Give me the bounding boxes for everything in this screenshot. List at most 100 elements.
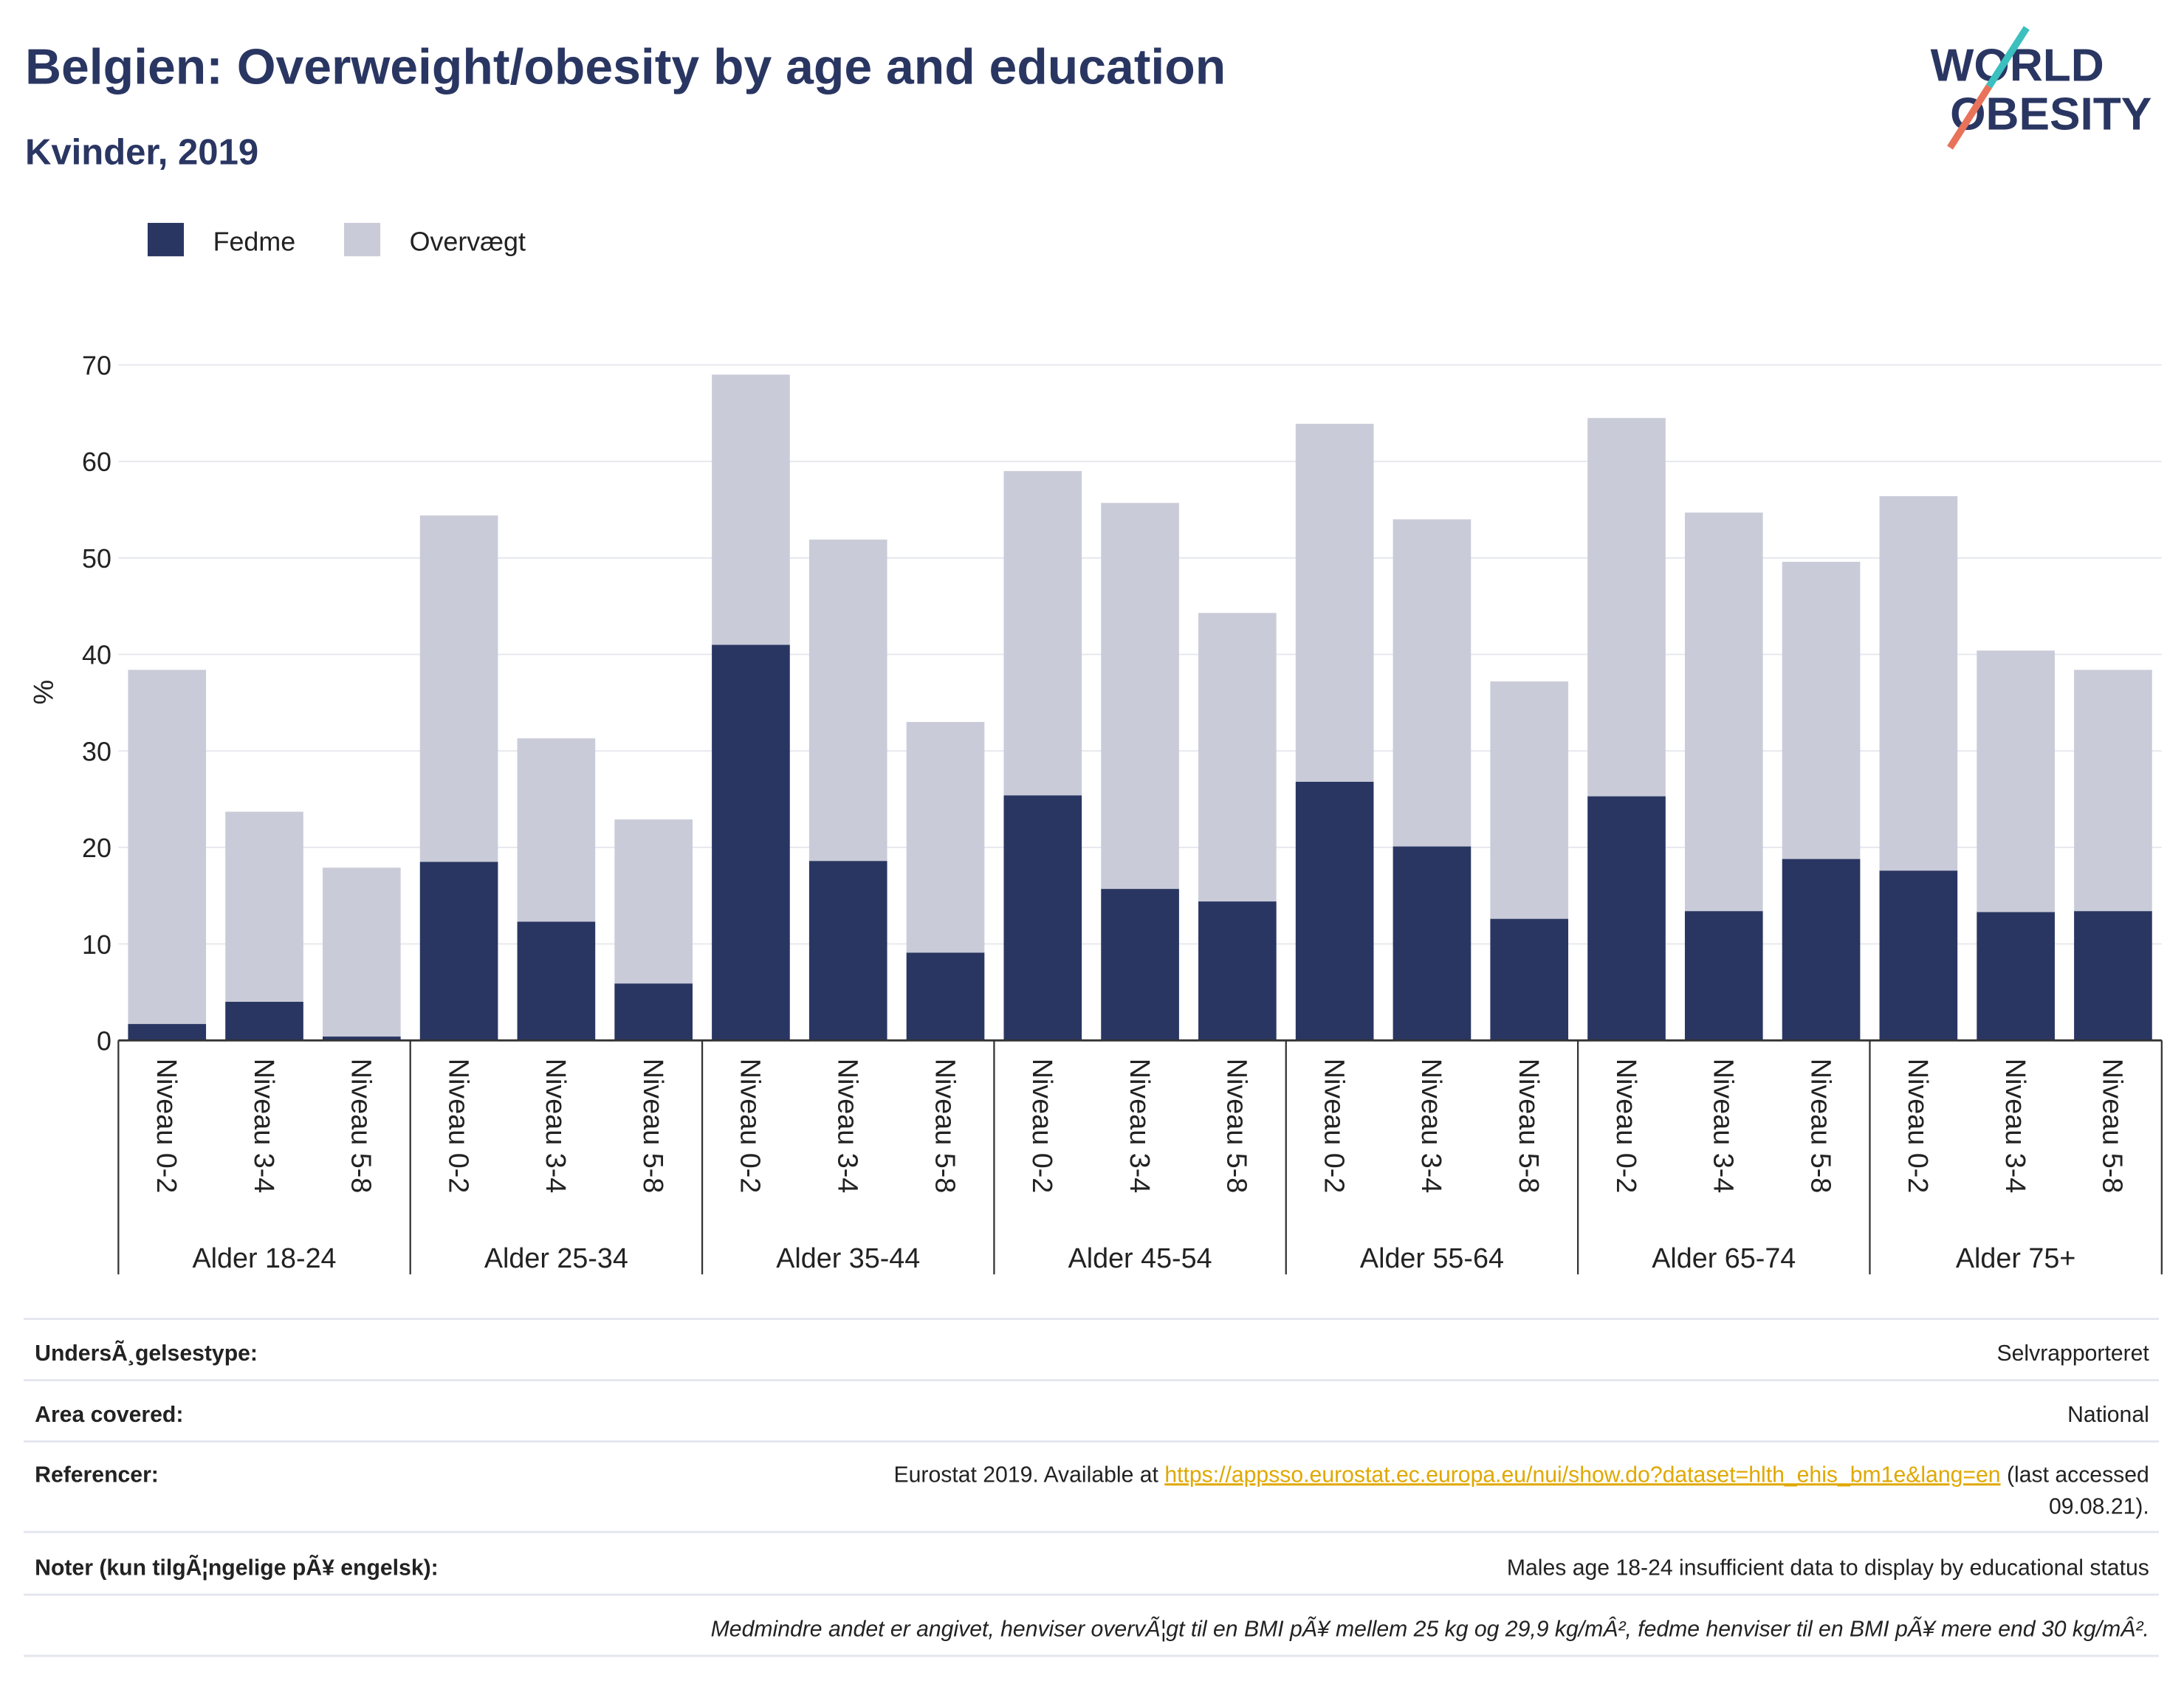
x-tick-label: Niveau 0-2 — [735, 1059, 766, 1193]
y-tick-label: 40 — [82, 641, 111, 670]
footer-value: 09.08.21). — [2049, 1495, 2149, 1519]
bar-segment — [225, 811, 303, 1002]
x-tick-label: Niveau 5-8 — [638, 1059, 669, 1193]
x-tick-label: Niveau 5-8 — [1805, 1059, 1836, 1193]
bar-segment — [1782, 859, 1861, 1041]
bar-segment — [517, 738, 596, 922]
footer-label: Referencer: — [35, 1462, 159, 1487]
group-label: Alder 35-44 — [776, 1242, 920, 1273]
bar-segment — [1587, 796, 1666, 1041]
bar-segment — [1393, 846, 1472, 1041]
y-tick-label: 30 — [82, 737, 111, 766]
legend-label: Overvægt — [410, 227, 526, 257]
bar-segment — [906, 952, 985, 1041]
group-label: Alder 18-24 — [193, 1242, 337, 1273]
y-tick-label: 50 — [82, 544, 111, 574]
x-tick-label: Niveau 5-8 — [1514, 1059, 1545, 1193]
x-tick-label: Niveau 5-8 — [2098, 1059, 2129, 1193]
footer-value: Males age 18-24 insufficient data to dis… — [1507, 1556, 2149, 1581]
x-tick-label: Niveau 3-4 — [1124, 1059, 1155, 1193]
group-label: Alder 55-64 — [1360, 1242, 1504, 1273]
bar-segment — [1003, 795, 1082, 1041]
bar-segment — [1782, 561, 1861, 859]
x-tick-label: Niveau 0-2 — [1611, 1059, 1642, 1193]
x-tick-label: Niveau 5-8 — [346, 1059, 377, 1193]
bar-segment — [419, 862, 498, 1041]
x-tick-label: Niveau 3-4 — [1416, 1059, 1447, 1193]
bar-segment — [2074, 670, 2152, 912]
group-label: Alder 45-54 — [1068, 1242, 1212, 1273]
bar-segment — [1003, 471, 1082, 796]
logo-slash — [1947, 84, 1992, 150]
x-tick-label: Niveau 0-2 — [1319, 1059, 1350, 1193]
bar-segment — [614, 983, 693, 1041]
bar-segment — [1977, 912, 2055, 1041]
bar-segment — [1393, 519, 1472, 847]
bar-segment — [128, 670, 207, 1025]
footer-value: Selvrapporteret — [1997, 1341, 2150, 1366]
bar-segment — [1684, 911, 1763, 1041]
bar-segment — [1490, 918, 1569, 1041]
bar-segment — [808, 539, 887, 862]
y-tick-label: 20 — [82, 833, 111, 863]
group-label: Alder 25-34 — [484, 1242, 628, 1273]
bar-segment — [1490, 681, 1569, 919]
x-tick-label: Niveau 3-4 — [540, 1059, 571, 1193]
x-tick-label: Niveau 0-2 — [1027, 1059, 1058, 1193]
reference-link[interactable]: https://appsso.eurostat.ec.europa.eu/nui… — [1164, 1462, 2000, 1487]
y-tick-label: 10 — [82, 930, 111, 960]
footer-value: Eurostat 2019. Available at https://apps… — [894, 1462, 2149, 1487]
bar-segment — [614, 819, 693, 984]
bar-segment — [1198, 613, 1277, 902]
footer-label: Noter (kun tilgÃ¦ngelige pÃ¥ engelsk): — [35, 1555, 439, 1581]
bar-segment — [906, 721, 985, 953]
y-tick-label: 70 — [82, 351, 111, 381]
x-tick-label: Niveau 3-4 — [1709, 1059, 1740, 1193]
bar-segment — [419, 515, 498, 862]
bar-segment — [2074, 911, 2152, 1041]
chart-title: Belgien: Overweight/obesity by age and e… — [25, 39, 1226, 94]
x-tick-label: Niveau 0-2 — [151, 1059, 182, 1193]
x-tick-label: Niveau 3-4 — [833, 1059, 864, 1193]
bar-segment — [322, 1036, 401, 1041]
bar-segment — [712, 644, 790, 1041]
group-label: Alder 75+ — [1956, 1242, 2076, 1273]
x-tick-label: Niveau 3-4 — [2000, 1059, 2031, 1193]
chart-subtitle: Kvinder, 2019 — [25, 133, 258, 173]
bar-segment — [712, 374, 790, 645]
bar-segment — [322, 867, 401, 1037]
bar-segment — [1684, 512, 1763, 912]
footer-label: Area covered: — [35, 1403, 183, 1427]
bar-segment — [1101, 503, 1179, 890]
y-axis-title: % — [28, 680, 59, 705]
footer-text: (last accessed — [2001, 1462, 2149, 1487]
group-label: Alder 65-74 — [1652, 1242, 1796, 1273]
bar-segment — [225, 1001, 303, 1041]
bar-segment — [1879, 496, 1958, 871]
bar-segment — [808, 861, 887, 1041]
bar-segment — [517, 921, 596, 1041]
legend-label: Fedme — [213, 227, 296, 257]
x-tick-label: Niveau 5-8 — [1222, 1059, 1253, 1193]
footer-note: Medmindre andet er angivet, henviser ove… — [711, 1617, 2149, 1642]
bar-segment — [1295, 781, 1374, 1041]
bar-segment — [1198, 901, 1277, 1041]
bar-segment — [1295, 424, 1374, 782]
x-tick-label: Niveau 5-8 — [930, 1059, 961, 1193]
x-tick-label: Niveau 0-2 — [443, 1059, 474, 1193]
y-tick-label: 0 — [97, 1026, 111, 1056]
x-tick-label: Niveau 0-2 — [1903, 1059, 1934, 1193]
legend-swatch — [343, 222, 381, 257]
y-tick-label: 60 — [82, 447, 111, 477]
bar-segment — [1101, 889, 1179, 1041]
bar-segment — [1879, 870, 1958, 1041]
footer-value: National — [2067, 1403, 2149, 1427]
footer-text: Eurostat 2019. Available at — [894, 1462, 1165, 1487]
bar-segment — [128, 1024, 207, 1041]
legend-swatch — [147, 222, 185, 257]
x-tick-label: Niveau 3-4 — [249, 1059, 280, 1193]
bar-segment — [1977, 650, 2055, 912]
footer-label: UndersÃ¸gelsestype: — [35, 1341, 258, 1366]
